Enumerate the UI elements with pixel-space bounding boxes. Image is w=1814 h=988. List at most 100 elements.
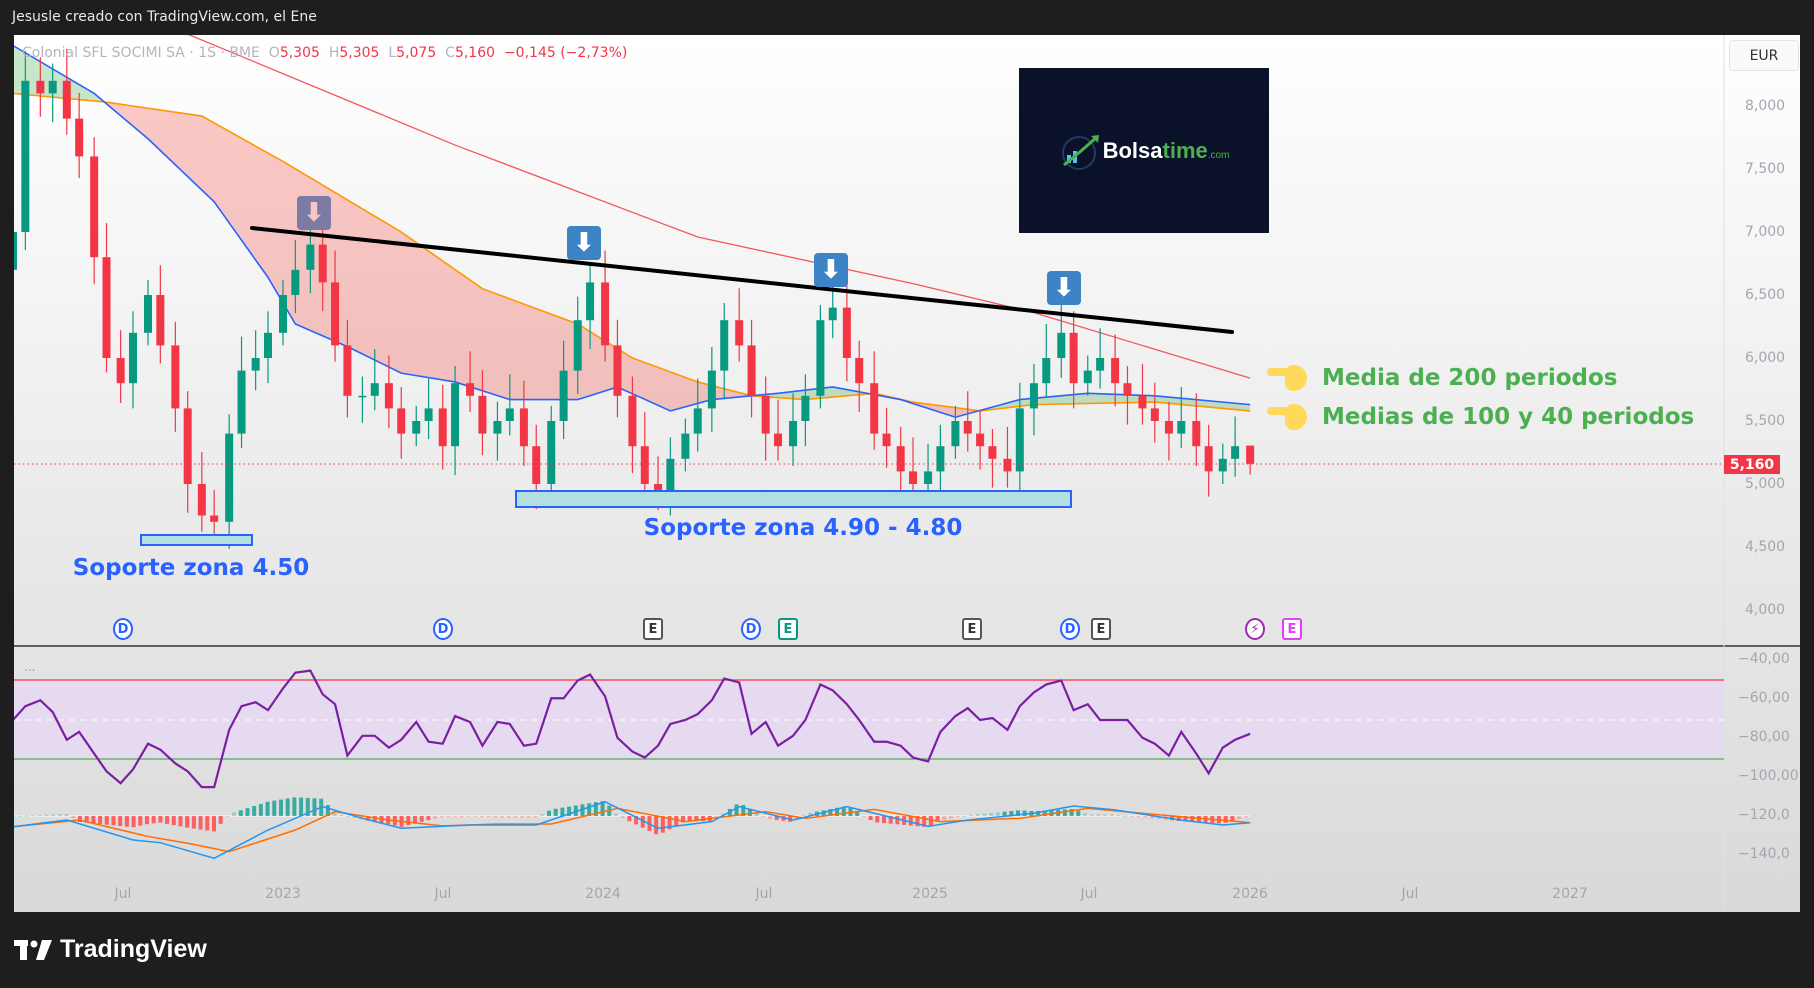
down-arrow-marker[interactable]: ⬇	[567, 226, 601, 260]
ma-cloud-segment	[1047, 396, 1051, 405]
support-zone-box-1[interactable]	[140, 534, 253, 546]
macd-histogram-bar	[285, 798, 290, 816]
macd-histogram-bar	[687, 815, 692, 822]
dividend-marker[interactable]: D	[741, 618, 761, 640]
macd-histogram-bar	[205, 815, 210, 831]
macd-histogram-bar	[265, 801, 270, 816]
macd-histogram-bar	[1237, 815, 1242, 820]
ma-cloud-segment	[1053, 396, 1057, 405]
ma-cloud-segment	[180, 113, 184, 174]
macd-histogram-bar	[191, 815, 196, 829]
ma200-note[interactable]: Media de 200 periodos	[1322, 365, 1618, 391]
future-earnings-marker[interactable]: E	[1282, 618, 1302, 640]
ma-cloud-segment	[594, 334, 598, 395]
ma-cloud-segment	[795, 390, 799, 400]
macd-histogram-bar	[272, 800, 277, 816]
lightning-icon[interactable]: ⚡	[1245, 618, 1265, 640]
candle-body	[1177, 421, 1186, 434]
macd-histogram-bar	[741, 805, 746, 816]
macd-histogram-bar	[888, 815, 893, 824]
ma-cloud-segment	[1218, 401, 1222, 409]
currency-button[interactable]: EUR	[1729, 40, 1799, 71]
earnings-marker-green[interactable]: E	[778, 618, 798, 640]
dividend-marker[interactable]: D	[433, 618, 453, 640]
candle-body	[263, 332, 272, 358]
candle-body	[842, 307, 851, 358]
macd-histogram-bar	[828, 809, 833, 816]
ma-cloud-segment	[786, 391, 790, 399]
macd-histogram-bar	[667, 815, 672, 830]
down-arrow-marker[interactable]: ⬇	[297, 196, 331, 230]
ma-cloud-segment	[933, 404, 937, 412]
macd-histogram-bar	[747, 809, 752, 816]
ma-cloud-segment	[1083, 393, 1087, 404]
candle-body	[1096, 358, 1105, 371]
candle-body	[306, 244, 315, 270]
high-label: H	[328, 45, 340, 61]
support-label-1[interactable]: Soporte zona 4.50	[72, 555, 310, 581]
resistance-trendline[interactable]	[250, 226, 1234, 334]
macd-histogram-bar	[1223, 815, 1228, 823]
chart-frame[interactable]	[14, 35, 1800, 912]
ma-cloud-segment	[1197, 399, 1201, 407]
earnings-marker[interactable]: E	[643, 618, 663, 640]
ma-cloud-segment	[1044, 396, 1048, 405]
down-arrow-marker[interactable]: ⬇	[814, 253, 848, 287]
earnings-marker[interactable]: E	[962, 618, 982, 640]
macd-histogram-bar	[861, 815, 866, 817]
dividend-marker[interactable]: D	[113, 618, 133, 640]
ma-cloud-segment	[384, 222, 388, 367]
ma-cloud-segment	[135, 106, 139, 132]
macd-histogram-bar	[406, 815, 411, 826]
ma-cloud-segment	[411, 239, 415, 376]
ma-cloud-segment	[591, 332, 595, 396]
support-zone-box-2[interactable]	[515, 490, 1072, 508]
ma-cloud-segment	[234, 134, 238, 236]
macd-histogram-bar	[1190, 815, 1195, 822]
candle-body	[493, 421, 502, 434]
indicator-menu-button[interactable]: ...	[24, 660, 36, 674]
ma-cloud-segment	[675, 373, 679, 410]
macd-histogram-bar	[774, 815, 779, 820]
macd-histogram-bar	[915, 815, 920, 827]
macd-histogram-bar	[895, 815, 900, 825]
symbol-legend[interactable]: Colonial SFL SOCIMI SA · 1S · BME O5,305…	[22, 45, 627, 61]
ma-cloud-segment	[438, 258, 442, 380]
macd-histogram-bar	[975, 814, 980, 816]
earnings-marker[interactable]: E	[1091, 618, 1111, 640]
macd-histogram-bar	[453, 815, 458, 817]
macd-histogram-bar	[526, 815, 531, 818]
macd-histogram-bar	[305, 797, 310, 816]
ma-cloud-segment	[1065, 395, 1069, 404]
ma-cloud-segment	[456, 270, 460, 384]
ma-cloud-segment	[492, 292, 496, 396]
down-arrow-marker[interactable]: ⬇	[1047, 271, 1081, 305]
candle-body	[48, 80, 57, 94]
candle-body	[279, 295, 287, 333]
macd-histogram-bar	[1149, 815, 1154, 819]
macd-histogram-bar	[600, 801, 605, 816]
ma-cloud-segment	[1014, 400, 1018, 407]
macd-histogram-bar	[312, 798, 317, 816]
ma-cloud-segment	[147, 108, 151, 142]
ma-cloud-segment	[432, 254, 436, 379]
ma100-40-note[interactable]: Medias de 100 y 40 periodos	[1322, 404, 1695, 430]
candle-body	[855, 358, 864, 384]
candle-body	[171, 345, 180, 409]
ma-cloud-segment	[402, 233, 406, 374]
last-price-label: 5,160	[1724, 455, 1780, 474]
ma-cloud-segment	[393, 227, 397, 372]
macd-histogram-bar	[922, 815, 927, 827]
ma-cloud-segment	[621, 351, 625, 391]
dividend-marker[interactable]: D	[1060, 618, 1080, 640]
macd-histogram-bar	[24, 815, 29, 817]
ma-cloud-segment	[1161, 396, 1165, 404]
price-tick: 7,000	[1745, 224, 1786, 240]
macd-indicator	[14, 797, 1251, 860]
ma-cloud-segment	[1038, 397, 1042, 405]
ma-cloud-segment	[651, 365, 655, 404]
ma-cloud-segment	[702, 383, 706, 403]
candle-body	[1246, 445, 1255, 464]
support-label-2[interactable]: Soporte zona 4.90 - 4.80	[643, 515, 963, 541]
